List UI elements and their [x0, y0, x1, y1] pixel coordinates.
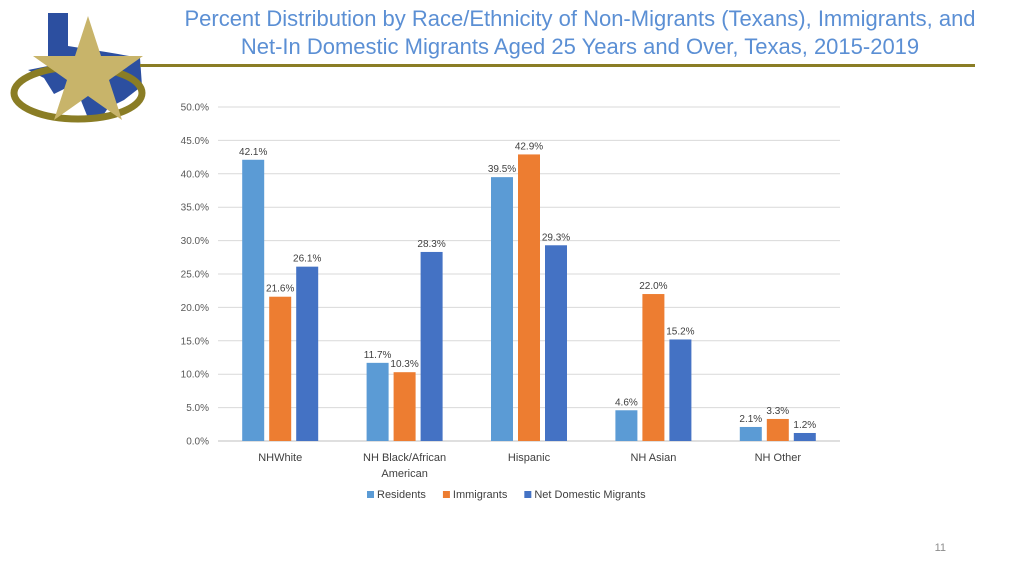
data-label: 3.3%	[766, 406, 789, 417]
bar	[545, 245, 567, 441]
data-label: 28.3%	[417, 239, 445, 250]
bar	[793, 432, 816, 441]
star-icon	[33, 16, 143, 120]
x-tick-label: Hispanic	[508, 452, 551, 464]
data-label: 2.1%	[739, 414, 762, 425]
data-label: 26.1%	[293, 254, 321, 265]
bar	[669, 339, 692, 441]
y-tick-label: 35.0%	[181, 203, 209, 214]
y-tick-label: 10.0%	[181, 370, 209, 381]
bar	[269, 296, 292, 441]
texas-star-logo	[8, 8, 148, 123]
title-line-1: Percent Distribution by Race/Ethnicity o…	[184, 6, 976, 31]
bar	[296, 266, 319, 441]
x-tick-label: NH Black/African	[363, 452, 446, 464]
data-label: 4.6%	[615, 397, 638, 408]
y-tick-label: 45.0%	[181, 136, 209, 147]
y-tick-label: 0.0%	[186, 437, 209, 448]
y-tick-label: 20.0%	[181, 303, 209, 314]
legend: Residents Immigrants Net Domestic Migrants	[367, 489, 646, 501]
y-tick-label: 15.0%	[181, 336, 209, 347]
y-tick-label: 50.0%	[181, 103, 209, 114]
bar	[642, 294, 665, 441]
y-tick-label: 5.0%	[186, 403, 209, 414]
data-labels: 42.1% 21.6% 26.1% 11.7%10.3% 28.3% 39.5% 42.9%…	[239, 141, 816, 431]
legend-item: Net Domestic Migrants	[534, 489, 646, 501]
bar	[615, 410, 638, 441]
x-axis: NHWhite NH Black/African American Hispanic N…	[258, 452, 801, 480]
legend-item: Residents	[377, 489, 426, 501]
bar	[420, 251, 443, 441]
data-label: 11.7%	[364, 350, 392, 361]
bar	[491, 177, 513, 441]
legend-swatch	[524, 491, 532, 498]
bar	[366, 362, 389, 441]
page-title: Percent Distribution by Race/Ethnicity o…	[150, 5, 1010, 61]
data-label: 22.0%	[639, 281, 667, 292]
x-tick-label: NHWhite	[258, 452, 302, 464]
data-label: 21.6%	[266, 284, 294, 295]
bar	[242, 159, 265, 441]
title-divider	[140, 64, 975, 67]
legend-swatch	[367, 491, 374, 498]
texas-star-logo-icon	[10, 13, 146, 123]
y-tick-label: 25.0%	[181, 270, 209, 281]
data-label: 42.1%	[239, 147, 267, 158]
x-tick-label: NH Asian	[630, 452, 676, 464]
data-label: 29.3%	[542, 232, 570, 243]
y-axis: 0.0% 5.0% 10.0% 15.0% 20.0% 25.0% 30.0% 35.0% 40…	[181, 103, 209, 448]
y-tick-label: 40.0%	[181, 169, 209, 180]
data-label: 1.2%	[793, 420, 816, 431]
title-line-2: Net-In Domestic Migrants Aged 25 Years a…	[240, 34, 920, 59]
bars	[242, 154, 816, 442]
y-tick-label: 30.0%	[181, 236, 209, 247]
bar	[518, 154, 540, 442]
x-tick-label: American	[381, 468, 427, 480]
legend-swatch	[442, 491, 450, 498]
x-tick-label: NH Other	[755, 452, 802, 464]
data-label: 15.2%	[666, 326, 694, 337]
data-label: 39.5%	[488, 164, 516, 175]
legend-item: Immigrants	[453, 489, 508, 501]
bar	[766, 418, 789, 441]
bar	[393, 372, 416, 441]
data-label: 42.9%	[515, 141, 543, 152]
bar	[739, 426, 762, 441]
page-number: 11	[934, 542, 946, 554]
data-label: 10.3%	[390, 359, 418, 370]
